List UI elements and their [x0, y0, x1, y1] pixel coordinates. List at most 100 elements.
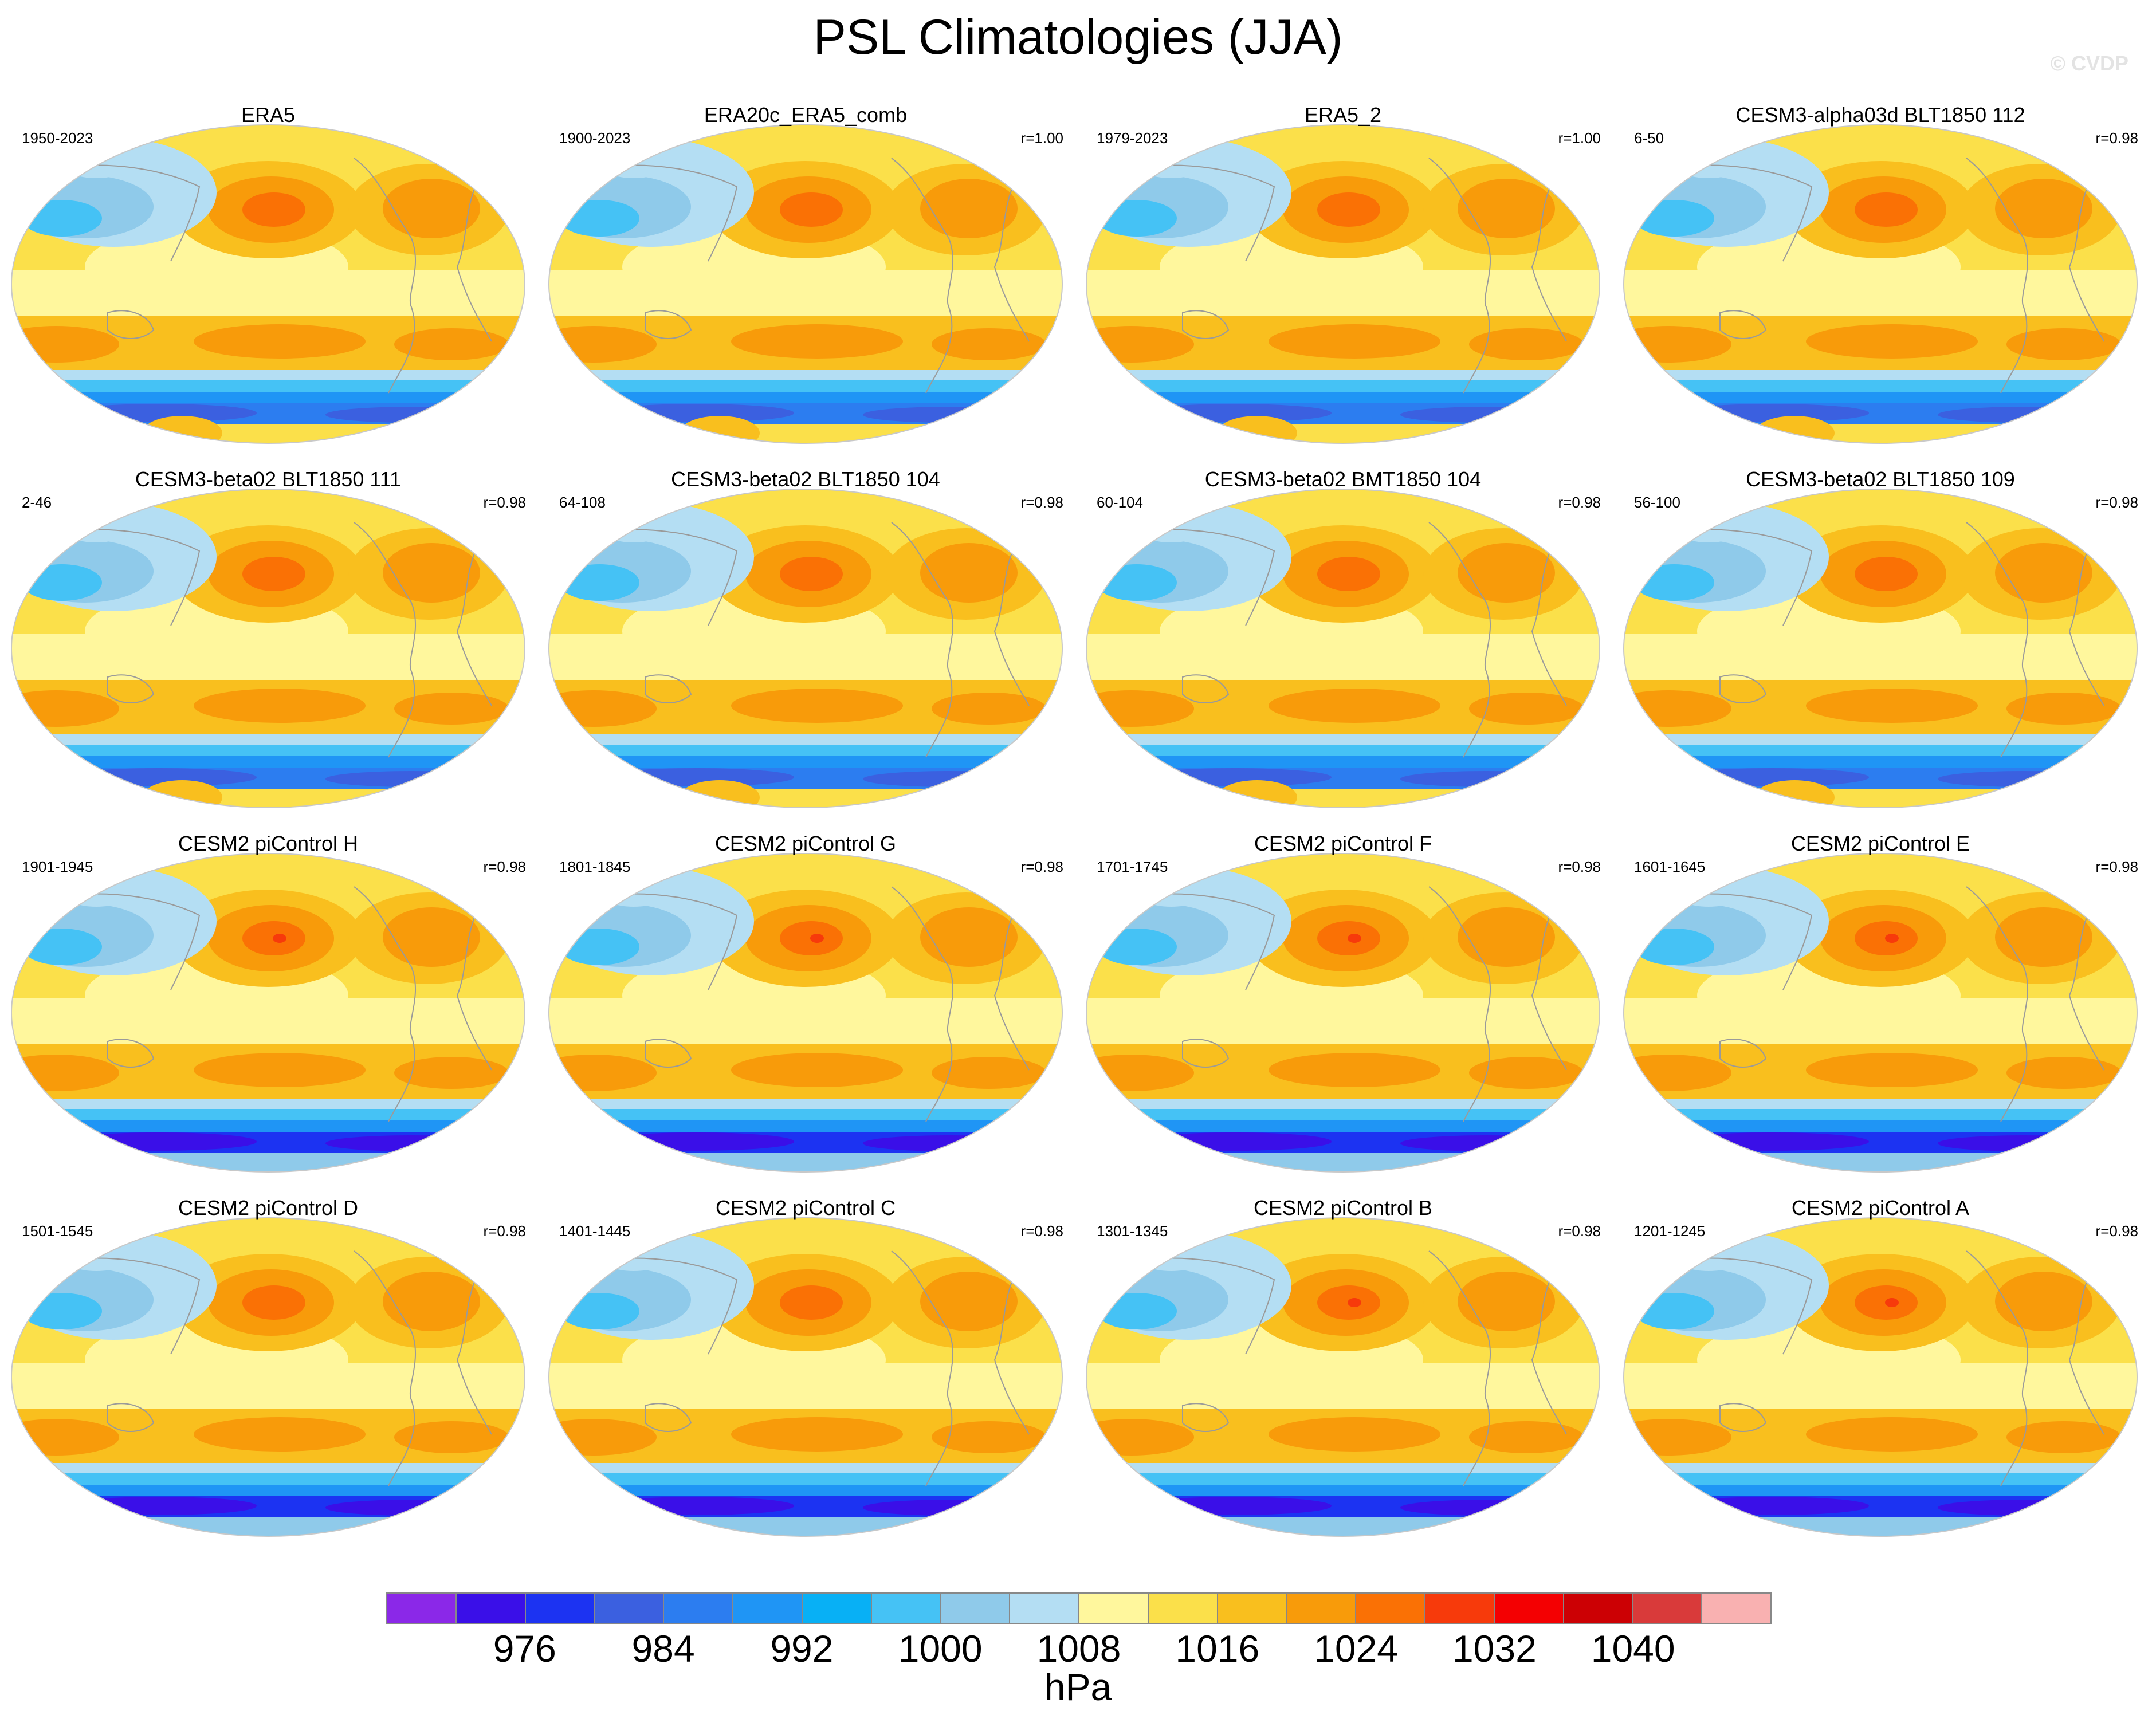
panel-correlation: r=0.98	[1558, 494, 1601, 511]
colorbar	[386, 1592, 1772, 1624]
africa-coastline	[2068, 903, 2104, 1071]
americas-coastline	[1428, 886, 1491, 1122]
antarctic-region	[1624, 1153, 2137, 1172]
psl-map	[11, 853, 525, 1173]
panel-years: 6-50	[1634, 129, 1664, 147]
psl-map	[1623, 853, 2138, 1173]
colorbar-box	[387, 1594, 457, 1623]
map-border	[11, 489, 525, 808]
colorbar-box	[525, 1594, 595, 1623]
south-pacific-high	[1269, 324, 1440, 359]
americas-coastline	[1428, 158, 1491, 394]
australia-coastline	[645, 674, 692, 703]
antarctic-region	[11, 424, 525, 443]
africa-coastline	[993, 539, 1030, 706]
africa-coastline	[1531, 175, 1567, 342]
south-atlantic-high	[394, 328, 509, 360]
south-pacific-high	[731, 689, 903, 723]
panel-title: ERA5	[241, 103, 296, 127]
colorbar-box	[1702, 1594, 1770, 1623]
antarctic-region	[1086, 424, 1600, 443]
psl-map	[1623, 489, 2138, 808]
south-atlantic-high	[932, 1057, 1046, 1089]
map-panel: ERA20c_ERA5_comb 1900-2023 r=1.00	[548, 103, 1063, 444]
panel-title: CESM3-beta02 BMT1850 104	[1204, 467, 1482, 491]
australia-coastline	[1719, 310, 1767, 339]
south-atlantic-high	[2006, 693, 2121, 725]
map-border	[1623, 853, 2138, 1173]
americas-coastline	[891, 886, 954, 1122]
panel-years: 64-108	[559, 494, 606, 511]
australia-coastline	[107, 1039, 155, 1068]
australia-coastline	[107, 1403, 155, 1432]
panel-years: 1601-1645	[1634, 858, 1706, 875]
antarctic-region	[1086, 1517, 1600, 1536]
antarctic-region	[1086, 1153, 1600, 1172]
south-atlantic-high	[1469, 328, 1584, 360]
south-atlantic-high	[932, 1421, 1046, 1453]
africa-coastline	[2068, 1268, 2104, 1435]
colorbar-box	[871, 1594, 941, 1623]
panel-title: CESM3-beta02 BLT1850 104	[671, 467, 940, 491]
panel-correlation: r=0.98	[483, 1222, 526, 1240]
colorbar-box	[1148, 1594, 1218, 1623]
antarctic-region	[1624, 424, 2137, 443]
colorbar-tick-label: 1008	[1036, 1627, 1121, 1670]
south-pacific-high	[194, 1053, 366, 1087]
australia-coastline	[1719, 1403, 1767, 1432]
map-panel: CESM3-beta02 BMT1850 104 60-104 r=0.98	[1085, 467, 1601, 808]
antarctic-region	[11, 1153, 525, 1172]
colorbar-box	[941, 1594, 1011, 1623]
map-border	[548, 489, 1063, 808]
americas-coastline	[1966, 1250, 2029, 1486]
americas-coastline	[1966, 886, 2029, 1122]
panel-title: CESM2 piControl H	[178, 832, 359, 855]
south-atlantic-high	[394, 1057, 509, 1089]
panel-title: CESM2 piControl A	[1791, 1196, 1970, 1220]
psl-map	[548, 124, 1063, 444]
psl-map	[1623, 124, 2138, 444]
psl-map	[1086, 489, 1600, 808]
africa-coastline	[2068, 539, 2104, 706]
colorbar-box	[1010, 1594, 1079, 1623]
map-panel: CESM2 piControl E 1601-1645 r=0.98	[1623, 832, 2138, 1173]
americas-coastline	[1966, 522, 2029, 758]
panel-title: CESM2 piControl B	[1253, 1196, 1433, 1220]
pacific-high-core	[1885, 1298, 1899, 1307]
africa-coastline	[456, 175, 492, 342]
map-border	[1086, 124, 1600, 444]
panel-title: CESM3-beta02 BLT1850 109	[1746, 467, 2015, 491]
africa-coastline	[1531, 1268, 1567, 1435]
colorbar-units: hPa	[1044, 1666, 1112, 1708]
americas-coastline	[891, 1250, 954, 1486]
colorbar-tick-label: 1032	[1452, 1627, 1537, 1670]
colorbar-tick-label: 976	[493, 1627, 556, 1670]
panel-correlation: r=0.98	[1020, 858, 1063, 875]
australia-coastline	[645, 1403, 692, 1432]
south-pacific-high	[194, 689, 366, 723]
panel-years: 56-100	[1634, 494, 1680, 511]
colorbar-tick-label: 992	[770, 1627, 834, 1670]
colorbar-box	[802, 1594, 872, 1623]
americas-coastline	[354, 1250, 417, 1486]
colorbar-box	[1079, 1594, 1149, 1623]
australia-coastline	[1719, 674, 1767, 703]
panel-years: 1401-1445	[559, 1222, 631, 1240]
americas-coastline	[1428, 1250, 1491, 1486]
map-border	[11, 124, 525, 444]
colorbar-box	[456, 1594, 526, 1623]
south-atlantic-high	[2006, 1421, 2121, 1453]
americas-coastline	[1966, 158, 2029, 394]
map-border	[548, 1217, 1063, 1537]
panel-title: CESM3-alpha03d BLT1850 112	[1735, 103, 2025, 127]
south-pacific-high	[1806, 1053, 1978, 1087]
psl-map	[1086, 124, 1600, 444]
map-panel: CESM2 piControl H 1901-1945 r=0.98	[10, 832, 526, 1173]
panel-years: 1901-1945	[22, 858, 93, 875]
map-panel: ERA5 1950-2023	[10, 103, 526, 444]
africa-coastline	[456, 903, 492, 1071]
colorbar-box	[1494, 1594, 1564, 1623]
antarctic-region	[11, 1517, 525, 1536]
panel-title: CESM2 piControl E	[1790, 832, 1970, 855]
map-panel: CESM2 piControl D 1501-1545 r=0.98	[10, 1196, 526, 1537]
